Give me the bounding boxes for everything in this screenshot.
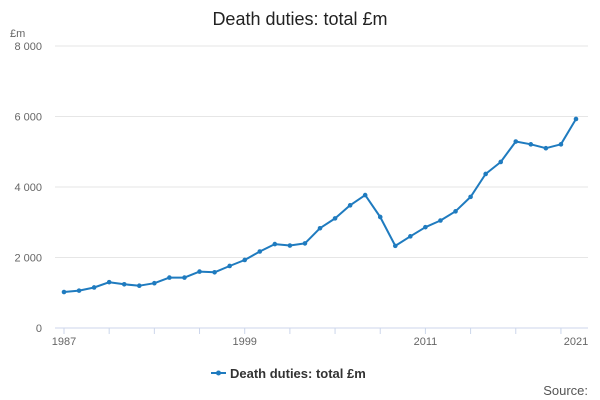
data-point[interactable] [197, 269, 202, 274]
data-point[interactable] [106, 279, 112, 285]
data-point[interactable] [528, 142, 534, 147]
data-point[interactable] [483, 171, 488, 177]
data-point[interactable] [558, 142, 564, 147]
y-tick-label: 6 000 [14, 112, 42, 124]
data-point[interactable] [91, 285, 97, 290]
data-point[interactable] [573, 116, 579, 122]
data-point[interactable] [76, 288, 82, 293]
data-point[interactable] [272, 241, 278, 247]
data-point[interactable] [332, 216, 338, 221]
data-point[interactable] [152, 280, 157, 286]
data-point[interactable] [377, 214, 383, 220]
data-point[interactable] [453, 209, 458, 214]
series-line[interactable] [63, 118, 577, 293]
x-tick-label: 2021 [564, 336, 588, 348]
data-point[interactable] [317, 225, 323, 231]
data-point[interactable] [468, 194, 473, 200]
data-point[interactable] [513, 139, 519, 144]
x-axis-ticks: 1987 1999 2011 2021 [52, 328, 588, 348]
legend[interactable]: Death duties: total £m [211, 366, 366, 381]
data-point[interactable] [287, 243, 293, 248]
y-tick-label: 8 000 [14, 41, 42, 53]
data-point[interactable] [302, 241, 308, 246]
y-tick-label: 0 [36, 323, 42, 335]
source-label: Source: [543, 383, 588, 398]
data-point[interactable] [543, 145, 549, 151]
data-point[interactable] [61, 289, 67, 295]
y-tick-label: 4 000 [14, 182, 42, 194]
data-point[interactable] [438, 218, 443, 223]
data-point[interactable] [227, 263, 232, 269]
data-point[interactable] [182, 275, 187, 280]
data-point[interactable] [242, 257, 248, 263]
data-point[interactable] [347, 203, 353, 208]
data-point[interactable] [498, 159, 504, 165]
series-layer[interactable] [61, 116, 579, 295]
y-axis-ticks: 0 2 000 4 000 6 000 8 000 [14, 41, 42, 335]
data-point[interactable] [167, 275, 172, 280]
data-point[interactable] [408, 234, 413, 239]
data-point[interactable] [257, 249, 263, 254]
data-point[interactable] [423, 224, 428, 230]
gridlines [55, 45, 588, 329]
y-tick-label: 2 000 [14, 253, 42, 265]
data-point[interactable] [392, 243, 398, 249]
legend-marker-icon [216, 370, 221, 376]
data-point[interactable] [121, 281, 127, 287]
y-axis-label: £m [10, 28, 25, 40]
data-point[interactable] [212, 270, 217, 275]
data-point[interactable] [362, 192, 368, 198]
x-tick-label: 1999 [232, 336, 256, 348]
x-tick-label: 1987 [52, 336, 76, 348]
chart-title: Death duties: total £m [212, 9, 387, 29]
x-tick-label: 2011 [414, 336, 438, 348]
data-point[interactable] [136, 283, 142, 289]
legend-item-label[interactable]: Death duties: total £m [230, 366, 366, 381]
